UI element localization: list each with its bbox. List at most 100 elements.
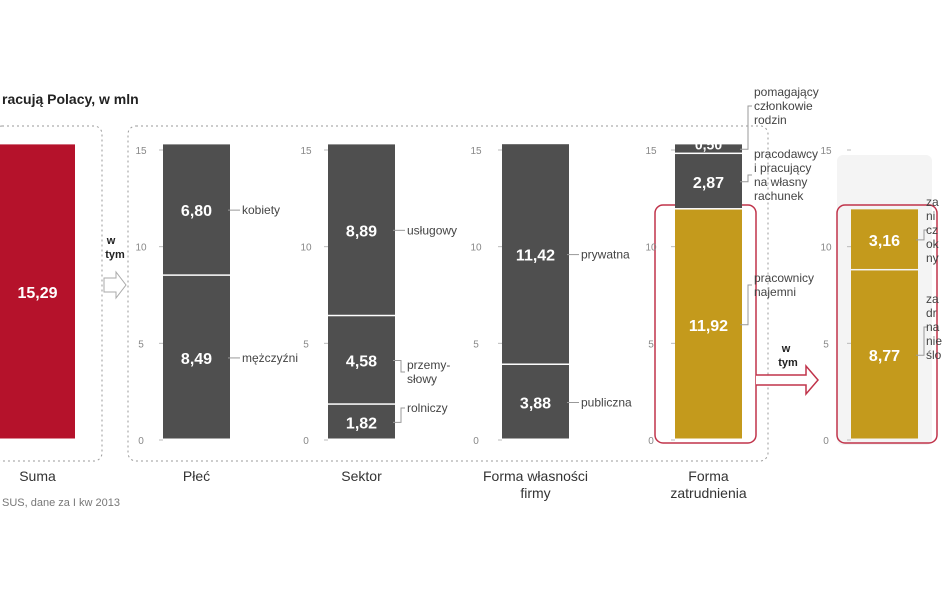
data-label: 8,49 [181, 351, 212, 368]
tick-label: 15 [135, 146, 147, 157]
category-label: zatrudnienia [670, 485, 746, 501]
bar-segment [163, 275, 230, 439]
tick-label: 10 [135, 243, 147, 254]
tick-label: 5 [303, 339, 309, 350]
group-frame-total [0, 125, 103, 462]
annotation-leader [393, 407, 405, 423]
category-label: Płeć [183, 468, 210, 484]
annotation-text: ok [926, 237, 940, 251]
annotation-text: dr [926, 306, 937, 320]
annotation-text: i pracujący [754, 161, 811, 175]
annotation-text: za [926, 195, 939, 209]
source-note: SUS, dane za I kw 2013 [2, 497, 120, 509]
data-label: 3,16 [869, 233, 900, 250]
tick-label: 15 [820, 146, 832, 157]
annotation-leader [916, 229, 928, 241]
annotation-text: ni [926, 209, 935, 223]
connector-label-1b: tym [105, 249, 125, 261]
annotation-text: za [926, 292, 939, 306]
connector-label-2b: tym [778, 357, 798, 369]
data-label: 3,88 [520, 395, 551, 412]
bar-segment [502, 144, 569, 364]
annotation-text: prywatna [581, 248, 630, 262]
bar-segment [675, 209, 742, 439]
connector-arrow-1 [103, 270, 127, 300]
annotation-leader [740, 284, 752, 326]
tick-label: 15 [470, 146, 482, 157]
annotation-text: słowy [407, 372, 437, 386]
bar-segment [328, 316, 395, 404]
connector-label-2a: w [781, 343, 791, 355]
data-label: 11,42 [516, 248, 555, 265]
data-label: 2,87 [693, 175, 724, 192]
annotation-leader [916, 326, 928, 356]
annotation-text: pracodawcy [754, 147, 818, 161]
highlight-frame-detail [836, 204, 938, 444]
data-label: 6,80 [181, 203, 212, 220]
annotation-text: publiczna [581, 395, 632, 409]
category-label: firmy [520, 485, 550, 501]
bar-segment [328, 404, 395, 439]
annotation-text: kobiety [242, 203, 280, 217]
bar-segment [851, 270, 918, 439]
annotation-text: rachunek [754, 189, 804, 203]
annotation-text: najemni [754, 285, 796, 299]
tick-label: 5 [473, 339, 479, 350]
annotation-text: ny [926, 251, 939, 265]
data-label: 8,89 [346, 223, 377, 240]
chart-title: racują Polacy, w mln [2, 91, 139, 107]
tick-label: 10 [820, 243, 832, 254]
tick-label: 5 [648, 339, 654, 350]
bar-segment [675, 154, 742, 209]
data-label: 8,77 [869, 348, 900, 365]
annotation-text: rodzin [754, 113, 787, 127]
annotation-text: pomagający [754, 85, 819, 99]
annotation-text: cz [926, 223, 938, 237]
annotation-text: członkowie [754, 99, 813, 113]
tick-label: 5 [823, 339, 829, 350]
annotation-text: nie [926, 334, 942, 348]
annotation-leader [740, 174, 752, 183]
data-label: 11,92 [689, 318, 728, 335]
tick-label: 5 [138, 339, 144, 350]
tick-label: 0 [473, 436, 479, 447]
bar-segment [851, 209, 918, 269]
bar-segment [0, 144, 75, 439]
data-label: 0,50 [695, 136, 722, 152]
annotation-text: mężczyźni [242, 351, 298, 365]
tick-label: 15 [300, 146, 312, 157]
annotation-leader [393, 360, 405, 373]
tick-label: 15 [645, 146, 657, 157]
tick-label: 10 [470, 243, 482, 254]
tick-label: 0 [823, 436, 829, 447]
annotation-text: przemy- [407, 358, 450, 372]
annotation-text: pracownicy [754, 271, 814, 285]
data-label: 15,29 [17, 285, 57, 302]
tick-label: 10 [300, 243, 312, 254]
data-label: 4,58 [346, 354, 377, 371]
tick-label: 10 [645, 243, 657, 254]
category-label: Sektor [341, 468, 382, 484]
tick-label: 0 [138, 436, 144, 447]
connector-label-1a: w [106, 235, 116, 247]
category-label: Forma własności [483, 468, 588, 484]
category-label: Suma [19, 468, 56, 484]
tick-label: 0 [648, 436, 654, 447]
annotation-text: na [926, 320, 940, 334]
group-frame-breakdown [127, 125, 769, 462]
category-label: Forma [688, 468, 729, 484]
annotation-text: ślo [926, 348, 942, 362]
annotation-text: usługowy [407, 223, 457, 237]
data-label: 1,82 [346, 415, 377, 432]
bar-segment [328, 144, 395, 315]
connector-arrow-2 [756, 363, 819, 397]
bar-segment [502, 364, 569, 439]
annotation-text: rolniczy [407, 401, 448, 415]
annotation-leader [740, 105, 752, 150]
annotation-text: na własny [754, 175, 807, 189]
bar-segment [675, 144, 742, 153]
bar-segment [163, 144, 230, 275]
tick-label: 0 [303, 436, 309, 447]
